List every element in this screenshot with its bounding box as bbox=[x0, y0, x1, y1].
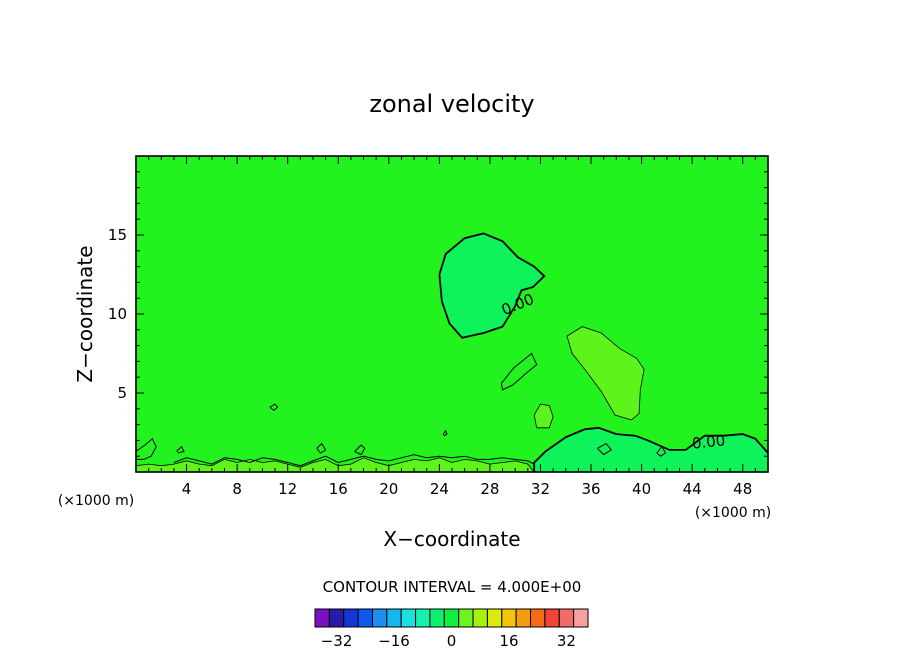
x-tick-label: 48 bbox=[733, 480, 752, 498]
contour-label: 0.00 bbox=[691, 431, 726, 452]
colorbar-swatch bbox=[386, 608, 402, 628]
x-tick-label: 40 bbox=[632, 480, 651, 498]
contour-line bbox=[173, 454, 535, 467]
x-tick-label: 20 bbox=[379, 480, 398, 498]
x-tick-label: 36 bbox=[581, 480, 600, 498]
contour-line bbox=[269, 403, 279, 412]
x-tick-label: 12 bbox=[278, 480, 297, 498]
contour-line bbox=[316, 442, 327, 454]
zero-contour-line bbox=[533, 426, 769, 472]
colorbar-swatch bbox=[501, 608, 517, 628]
y-tick-label: 5 bbox=[117, 384, 127, 402]
x-tick-label: 32 bbox=[531, 480, 550, 498]
colorbar-swatch bbox=[357, 608, 373, 628]
colorbar-swatch bbox=[400, 608, 417, 628]
chart-title: zonal velocity bbox=[369, 90, 534, 118]
x-tick-label: 44 bbox=[683, 480, 702, 498]
x-tick-label: 24 bbox=[430, 480, 449, 498]
colorbar-swatch bbox=[515, 608, 532, 628]
x-axis-label: X−coordinate bbox=[383, 527, 520, 551]
x-unit-label-left: (×1000 m) bbox=[58, 493, 134, 509]
contour-line bbox=[354, 444, 366, 456]
contour-line bbox=[500, 352, 538, 391]
colorbar-tick-label: 0 bbox=[447, 632, 457, 650]
colorbar-swatch bbox=[429, 608, 445, 628]
colorbar-swatch bbox=[573, 608, 589, 628]
contour-region-positive bbox=[533, 403, 554, 429]
colorbar-swatch bbox=[371, 608, 388, 628]
colorbar-tick-label: −16 bbox=[378, 632, 410, 650]
zero-contour-line bbox=[438, 232, 546, 339]
contour-line bbox=[442, 429, 448, 437]
y-tick-label: 15 bbox=[108, 226, 127, 244]
colorbar-swatch bbox=[530, 608, 546, 628]
colorbar-swatch bbox=[544, 608, 560, 628]
x-tick-label: 28 bbox=[480, 480, 499, 498]
x-tick-label: 16 bbox=[329, 480, 348, 498]
contour-line bbox=[176, 445, 185, 454]
contour-interval-text: CONTOUR INTERVAL = 4.000E+00 bbox=[323, 578, 582, 596]
colorbar-swatch bbox=[443, 608, 460, 628]
colorbar: −32 −16 0 16 32 bbox=[314, 608, 589, 650]
colorbar-swatch bbox=[472, 608, 488, 628]
colorbar-tick-label: −32 bbox=[321, 632, 353, 650]
colorbar-swatch bbox=[343, 608, 359, 628]
colorbar-swatch bbox=[486, 608, 503, 628]
x-tick-label: 4 bbox=[182, 480, 192, 498]
plot-area: 0.000.00 bbox=[135, 156, 769, 473]
contour-line bbox=[597, 442, 613, 456]
colorbar-swatch bbox=[314, 608, 330, 628]
x-tick-label: 8 bbox=[232, 480, 242, 498]
colorbar-swatch bbox=[415, 608, 431, 628]
y-axis-label: Z−coordinate bbox=[73, 245, 97, 382]
y-tick-label: 10 bbox=[108, 305, 127, 323]
colorbar-swatch bbox=[328, 608, 345, 628]
contour-line bbox=[656, 445, 667, 457]
colorbar-tick-label: 32 bbox=[557, 632, 576, 650]
colorbar-swatch bbox=[458, 608, 474, 628]
contour-line bbox=[135, 438, 157, 460]
x-unit-label-right: (×1000 m) bbox=[695, 505, 771, 521]
colorbar-tick-label: 16 bbox=[499, 632, 518, 650]
colorbar-swatch bbox=[558, 608, 575, 628]
contour-region-positive bbox=[566, 326, 645, 421]
